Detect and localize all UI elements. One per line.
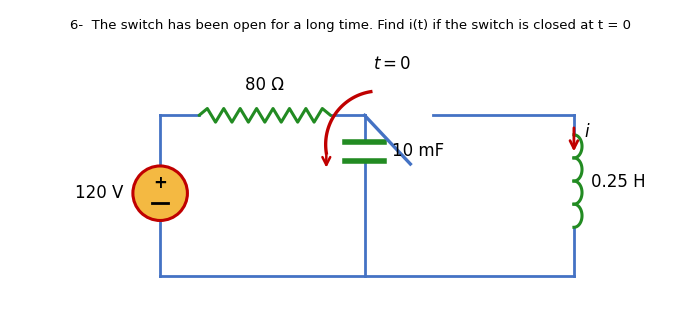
- Text: 0.25 H: 0.25 H: [592, 172, 646, 190]
- Text: 120 V: 120 V: [75, 184, 123, 202]
- Text: 80 Ω: 80 Ω: [245, 76, 284, 94]
- Text: 10 mF: 10 mF: [392, 142, 444, 160]
- Text: +: +: [153, 174, 167, 192]
- Text: 6-  The switch has been open for a long time. Find i(t) if the switch is closed : 6- The switch has been open for a long t…: [69, 19, 631, 32]
- Text: $i$: $i$: [584, 123, 590, 141]
- Circle shape: [133, 166, 188, 220]
- Text: $t=0$: $t=0$: [372, 56, 411, 73]
